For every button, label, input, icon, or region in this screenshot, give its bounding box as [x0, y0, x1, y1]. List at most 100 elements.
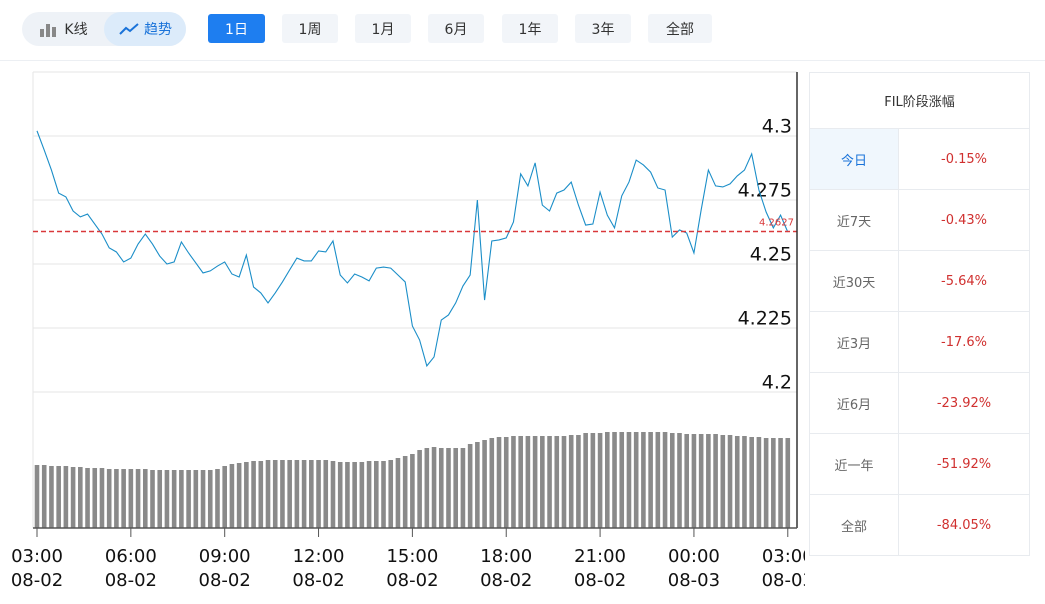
view-toggle: K线 趋势 [22, 12, 186, 46]
volume-bar [337, 462, 343, 528]
change-value: -84.05% [936, 517, 992, 533]
panel-row[interactable]: 近7天 -0.43% [810, 190, 1029, 251]
volume-bar [655, 432, 661, 528]
x-tick-label: 08-02 [386, 570, 438, 591]
period-button[interactable]: 6月 [428, 14, 484, 43]
volume-bar [431, 447, 437, 528]
panel-row[interactable]: 近3月 -17.6% [810, 312, 1029, 373]
period-button[interactable]: 3年 [575, 14, 631, 43]
volume-bar [272, 460, 278, 528]
volume-bar [518, 436, 523, 528]
volume-bar [597, 433, 603, 528]
volume-bar [532, 436, 538, 528]
volume-bar [677, 433, 682, 528]
volume-bar [713, 434, 718, 528]
volume-bar [554, 436, 560, 528]
volume-bar [540, 436, 545, 528]
panel-row[interactable]: 今日 -0.15% [810, 129, 1029, 190]
volume-bar [698, 434, 704, 528]
volume-bar [576, 435, 581, 528]
volume-bar [41, 465, 47, 528]
period-button[interactable]: 1周 [282, 14, 338, 43]
volume-bar [244, 462, 249, 528]
period-button[interactable]: 全部 [648, 14, 712, 43]
volume-bar [99, 468, 105, 528]
volume-bar [359, 462, 365, 528]
period-button[interactable]: 1日 [208, 14, 265, 43]
panel-row[interactable]: 全部 -84.05% [810, 495, 1029, 556]
x-tick-label: 00:00 [668, 546, 720, 567]
volume-bar [63, 466, 69, 528]
volume-bar [34, 465, 40, 528]
volume-bar [467, 444, 473, 528]
volume-bar [410, 454, 415, 528]
volume-bar [121, 469, 126, 528]
volume-bar [763, 438, 769, 528]
y-tick-label: 4.2 [762, 372, 792, 394]
volume-bar [453, 448, 459, 528]
change-value: -0.15% [941, 151, 987, 167]
period-button[interactable]: 1年 [502, 14, 558, 43]
panel-row[interactable]: 近一年 -51.92% [810, 434, 1029, 495]
volume-bar [114, 469, 119, 528]
tab-label: 趋势 [144, 22, 172, 38]
trend-icon [119, 23, 139, 35]
volume-bar [691, 434, 697, 528]
volume-bar [778, 438, 783, 528]
x-tick-label: 09:00 [199, 546, 251, 567]
volume-bar [200, 470, 206, 528]
period-name: 近6月 [810, 373, 899, 433]
panel-title: FIL阶段涨幅 [810, 73, 1029, 129]
panel-row[interactable]: 近6月 -23.92% [810, 373, 1029, 434]
volume-bar [78, 467, 83, 528]
volume-bar [309, 460, 314, 528]
kline-tab[interactable]: K线 [22, 12, 104, 46]
volume-bar [215, 469, 220, 528]
volume-bar [460, 448, 466, 528]
volume-bar [164, 470, 170, 528]
volume-bar [49, 466, 54, 528]
period-name: 全部 [810, 495, 899, 555]
volume-bar [727, 435, 733, 528]
volume-bar [345, 462, 350, 528]
volume-bar [662, 432, 668, 528]
volume-bar [619, 432, 625, 528]
volume-bar [222, 466, 227, 528]
volume-bar [388, 460, 394, 528]
x-tick-label: 08-02 [574, 570, 626, 591]
volume-bar [684, 434, 690, 528]
volume-bar [626, 432, 632, 528]
period-name: 今日 [810, 129, 899, 189]
volume-bar [475, 442, 480, 528]
volume-bar [734, 436, 740, 528]
x-tick-label: 08-02 [199, 570, 251, 591]
volume-bar [438, 448, 444, 528]
change-value: -5.64% [941, 273, 987, 289]
volume-bar [785, 438, 791, 528]
x-tick-label: 08-02 [480, 570, 532, 591]
y-tick-label: 4.3 [762, 116, 792, 138]
period-button[interactable]: 1月 [355, 14, 411, 43]
volume-bar [171, 470, 177, 528]
volume-bar [424, 448, 430, 528]
trend-tab[interactable]: 趋势 [104, 12, 186, 46]
volume-bar [496, 437, 502, 528]
period-name: 近7天 [810, 190, 899, 250]
volume-bar [56, 466, 61, 528]
volume-bar [92, 468, 98, 528]
volume-bar [323, 460, 329, 528]
volume-bar [280, 460, 285, 528]
volume-bar [265, 460, 271, 528]
x-tick-label: 08-02 [292, 570, 344, 591]
panel-row[interactable]: 近30天 -5.64% [810, 251, 1029, 312]
volume-bar [669, 433, 675, 528]
x-tick-label: 03:00 [11, 546, 63, 567]
volume-bar [641, 432, 646, 528]
volume-bar [207, 470, 213, 528]
volume-bar [251, 461, 256, 528]
change-panel: FIL阶段涨幅 今日 -0.15% 近7天 -0.43% 近30天 -5.64% 近3月 -1… [809, 72, 1030, 556]
x-tick-label: 08-03 [762, 570, 805, 591]
volume-bar [489, 438, 495, 528]
x-tick-label: 12:00 [293, 546, 345, 567]
volume-bar [179, 470, 184, 528]
